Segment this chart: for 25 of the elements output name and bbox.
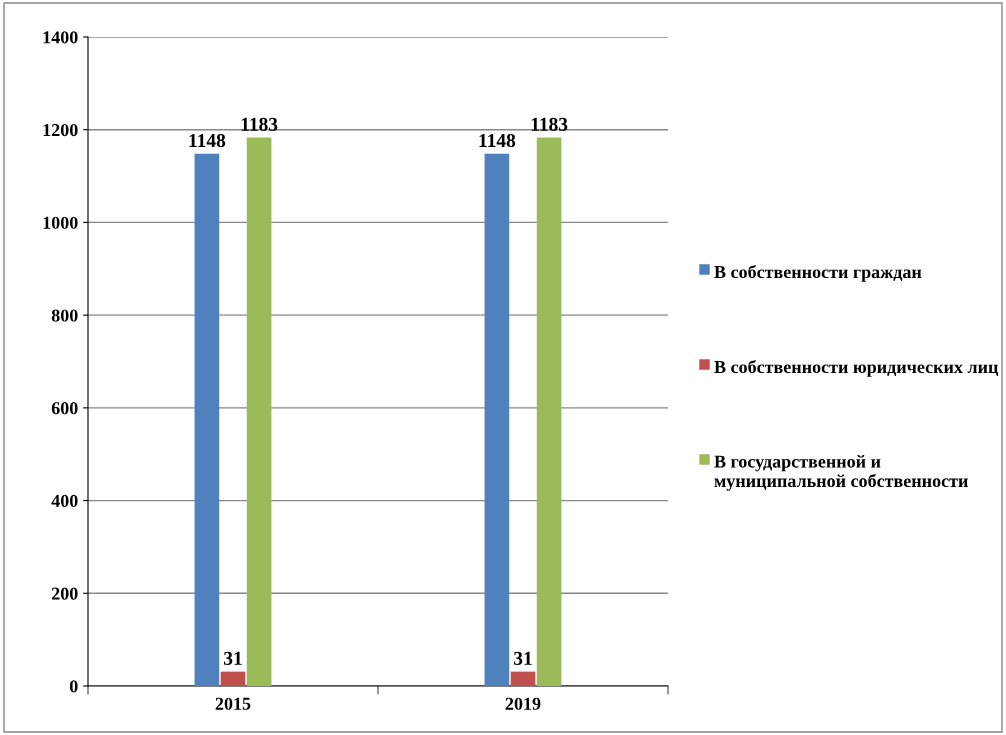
bar [194,153,220,686]
y-tick-label: 800 [51,309,78,322]
data-label: 31 [514,651,532,665]
bar [220,671,246,686]
data-label: 1148 [189,133,226,148]
data-label: 1183 [531,117,568,131]
data-label: 31 [224,651,242,665]
x-tick-label: 2015 [215,697,251,710]
legend-label: В собственности юридических лиц [714,360,999,377]
y-tick-label: 1400 [43,31,78,44]
bar [536,137,562,686]
y-tick-label: 0 [69,680,78,693]
legend-label: В государственной и муниципальной собственности [714,455,968,491]
bar [246,137,272,686]
bar [510,671,536,686]
x-tick-label: 2019 [505,697,541,710]
y-tick-label: 400 [51,494,78,508]
y-tick-label: 1200 [43,123,78,137]
y-tick-label: 1000 [43,216,78,229]
data-label: 1148 [479,133,516,148]
y-tick-label: 200 [51,587,78,600]
legend-label: В собственности граждан [714,265,922,282]
data-label: 1183 [241,117,278,131]
bar [484,153,510,686]
y-tick-label: 600 [51,402,78,415]
